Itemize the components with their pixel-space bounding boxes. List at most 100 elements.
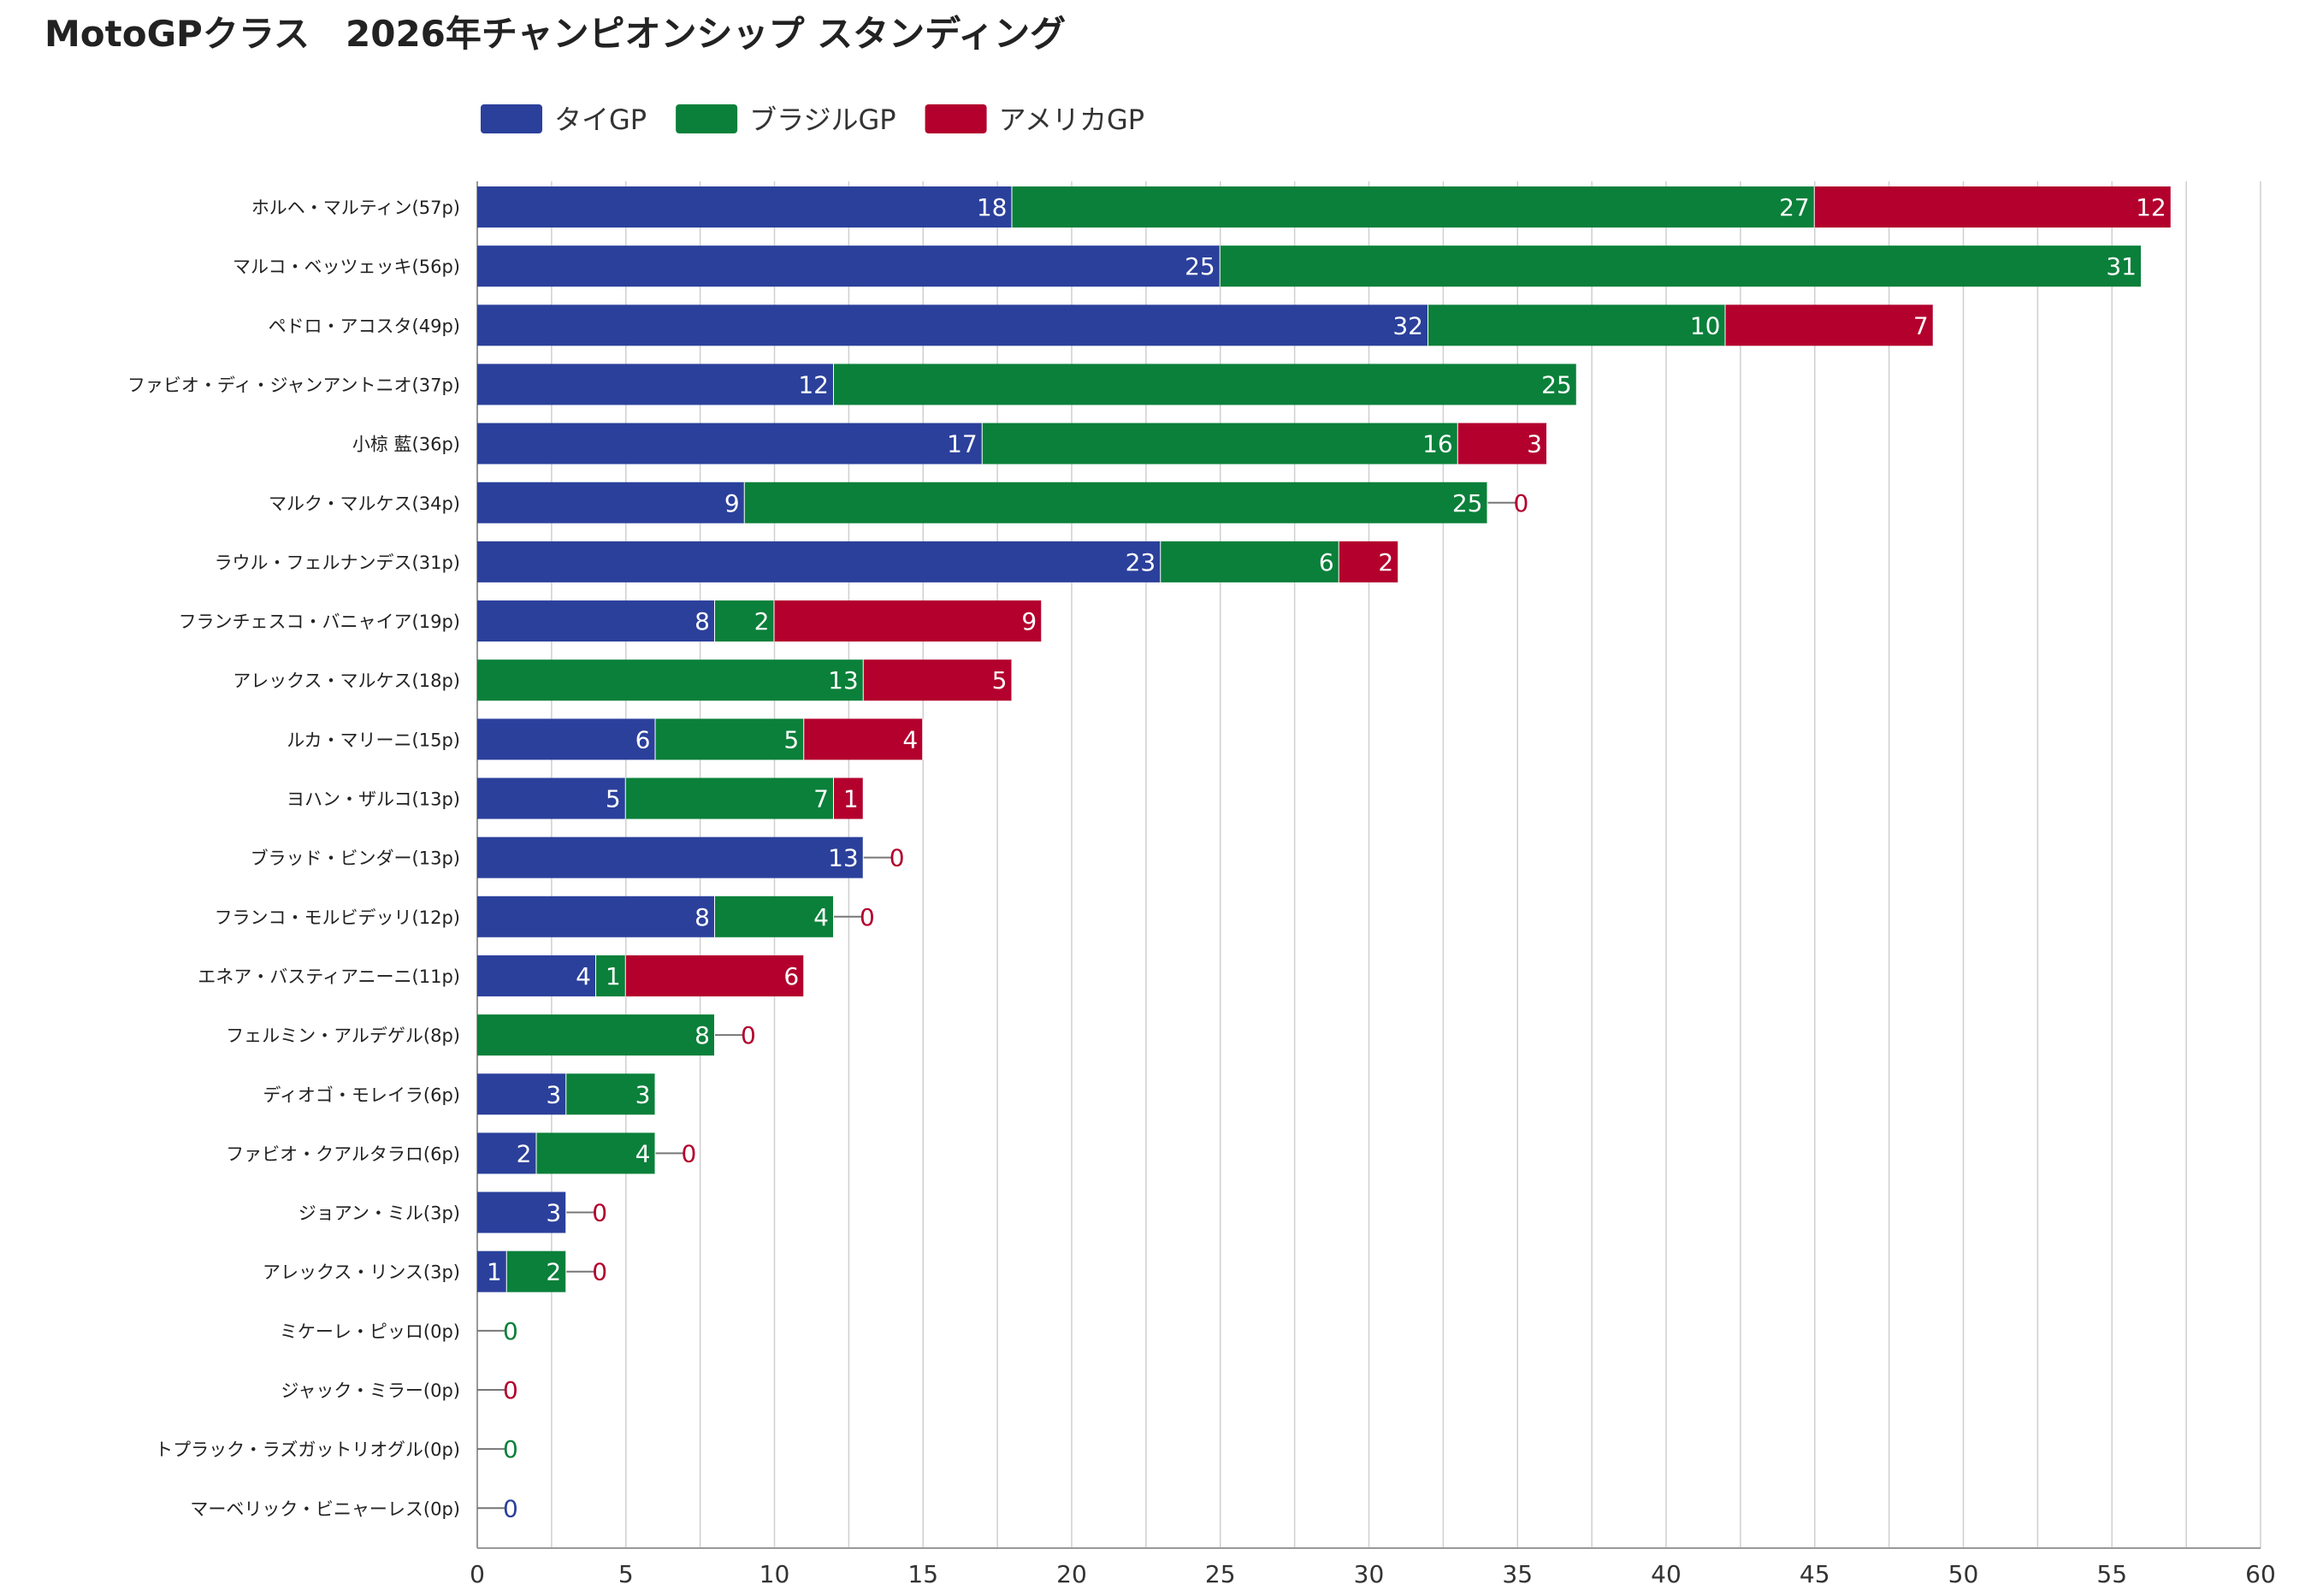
data-label: 8 <box>695 903 710 931</box>
bar-segment <box>477 718 656 760</box>
category-label: アレックス・マルケス(18p) <box>233 671 460 691</box>
data-label: 12 <box>798 370 829 399</box>
bar-segment <box>1428 304 1726 346</box>
bar-segment <box>1161 541 1339 582</box>
x-tick-label: 5 <box>618 1560 634 1588</box>
data-label: 25 <box>1452 489 1483 517</box>
bar-segment <box>477 955 596 996</box>
bar-segment <box>477 364 834 405</box>
data-label: 9 <box>724 489 740 517</box>
x-tick-label: 20 <box>1056 1560 1087 1588</box>
x-tick-label: 15 <box>907 1560 938 1588</box>
legend-swatch <box>481 104 542 133</box>
data-label: 2 <box>517 1139 532 1167</box>
bar-segment <box>715 600 775 642</box>
bar-segment <box>863 659 1013 701</box>
data-label: 10 <box>1690 311 1721 340</box>
data-label: 13 <box>828 844 859 872</box>
bar-segment <box>477 304 1428 346</box>
data-label: 9 <box>1021 607 1037 635</box>
data-label: 18 <box>977 193 1008 222</box>
category-label: マルコ・ベッツェッキ(56p) <box>233 257 460 277</box>
data-label: 17 <box>947 430 978 458</box>
bar-segment <box>477 245 1221 287</box>
bar-segment <box>477 482 745 523</box>
data-label-zero: 0 <box>503 1494 518 1522</box>
data-label: 27 <box>1779 193 1810 222</box>
bar-segment <box>834 364 1577 405</box>
bar-segment <box>596 955 626 996</box>
bar-segment <box>1457 423 1547 464</box>
category-label: ホルヘ・マルティン(57p) <box>251 198 460 218</box>
data-label: 32 <box>1392 311 1423 340</box>
x-tick-label: 0 <box>470 1560 485 1588</box>
legend-swatch <box>925 104 987 133</box>
category-label: エネア・バスティアニーニ(11p) <box>198 966 460 987</box>
bar-segment <box>506 1250 567 1292</box>
data-label: 25 <box>1541 370 1572 399</box>
data-label-zero: 0 <box>503 1317 518 1345</box>
data-label: 31 <box>2106 252 2137 281</box>
legend-label: ブラジルGP <box>749 103 896 136</box>
x-tick-label: 35 <box>1502 1560 1533 1588</box>
bar-segment <box>715 896 834 937</box>
data-label: 7 <box>1913 311 1929 340</box>
data-label: 4 <box>902 725 918 754</box>
bar-segment <box>1220 245 2142 287</box>
data-label: 1 <box>606 962 621 990</box>
data-label: 4 <box>635 1139 651 1167</box>
data-label-zero: 0 <box>682 1139 697 1167</box>
category-label: ファビオ・ディ・ジャンアントニオ(37p) <box>127 375 460 395</box>
bar-segment <box>477 1250 507 1292</box>
data-label: 2 <box>754 607 770 635</box>
data-label-zero: 0 <box>890 844 905 872</box>
category-label: ミケーレ・ピッロ(0p) <box>280 1321 460 1342</box>
data-label: 1 <box>843 785 859 813</box>
category-label: ディオゴ・モレイラ(6p) <box>263 1085 460 1105</box>
x-tick-label: 60 <box>2245 1560 2276 1588</box>
bar-segment <box>1814 186 2172 228</box>
data-label: 3 <box>635 1080 651 1108</box>
data-label: 25 <box>1185 252 1215 281</box>
category-label: マルク・マルケス(34p) <box>269 494 460 514</box>
data-label-zero: 0 <box>503 1435 518 1463</box>
data-label: 6 <box>635 725 651 754</box>
bar-segment <box>477 423 983 464</box>
data-label: 23 <box>1126 548 1156 576</box>
category-label: ラウル・フェルナンデス(31p) <box>215 553 460 573</box>
x-tick-label: 10 <box>760 1560 790 1588</box>
legend-swatch <box>676 104 738 133</box>
x-tick-label: 55 <box>2096 1560 2127 1588</box>
category-label: フランコ・モルビデッリ(12p) <box>215 907 460 928</box>
data-label: 13 <box>828 666 859 695</box>
bar-segment <box>774 600 1043 642</box>
bar-segment <box>1339 541 1399 582</box>
data-label: 6 <box>783 962 799 990</box>
bar-segment <box>477 836 864 878</box>
bar-segment <box>477 600 715 642</box>
bar-segment <box>655 718 805 760</box>
x-tick-label: 40 <box>1651 1560 1682 1588</box>
data-label: 2 <box>1378 548 1393 576</box>
data-label: 7 <box>813 785 829 813</box>
category-label: フェルミン・アルデゲル(8p) <box>226 1026 460 1046</box>
bar-segment <box>477 1014 715 1056</box>
x-tick-label: 45 <box>1800 1560 1830 1588</box>
grid-lines <box>476 181 2261 1548</box>
category-label: フランチェスコ・バニャイア(19p) <box>179 612 460 632</box>
category-label: マーベリック・ビニャーレス(0p) <box>190 1498 460 1519</box>
category-label: ジャック・ミラー(0p) <box>281 1380 460 1401</box>
data-label: 4 <box>576 962 591 990</box>
bar-segment <box>625 955 805 996</box>
data-label-zero: 0 <box>860 903 875 931</box>
data-label-zero: 0 <box>503 1376 518 1404</box>
bar-segment <box>477 1191 567 1233</box>
data-label-zero: 0 <box>592 1199 607 1227</box>
data-label: 6 <box>1319 548 1334 576</box>
data-label: 3 <box>546 1199 561 1227</box>
data-label: 5 <box>606 785 621 813</box>
bar-segment <box>477 1073 567 1115</box>
data-label: 3 <box>546 1080 561 1108</box>
x-tick-label: 30 <box>1354 1560 1385 1588</box>
